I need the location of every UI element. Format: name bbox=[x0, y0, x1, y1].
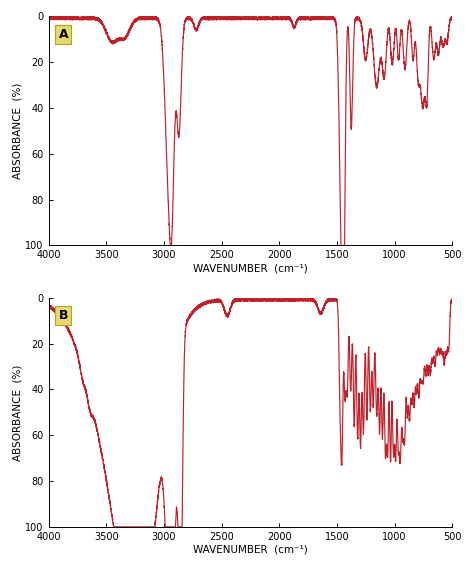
Y-axis label: ABSORBANCE  (%): ABSORBANCE (%) bbox=[12, 364, 22, 460]
X-axis label: WAVENUMBER  (cm⁻¹): WAVENUMBER (cm⁻¹) bbox=[193, 263, 308, 273]
Y-axis label: ABSORBANCE  (%): ABSORBANCE (%) bbox=[12, 83, 22, 179]
X-axis label: WAVENUMBER  (cm⁻¹): WAVENUMBER (cm⁻¹) bbox=[193, 544, 308, 555]
Text: B: B bbox=[59, 310, 68, 323]
Text: A: A bbox=[59, 28, 68, 41]
